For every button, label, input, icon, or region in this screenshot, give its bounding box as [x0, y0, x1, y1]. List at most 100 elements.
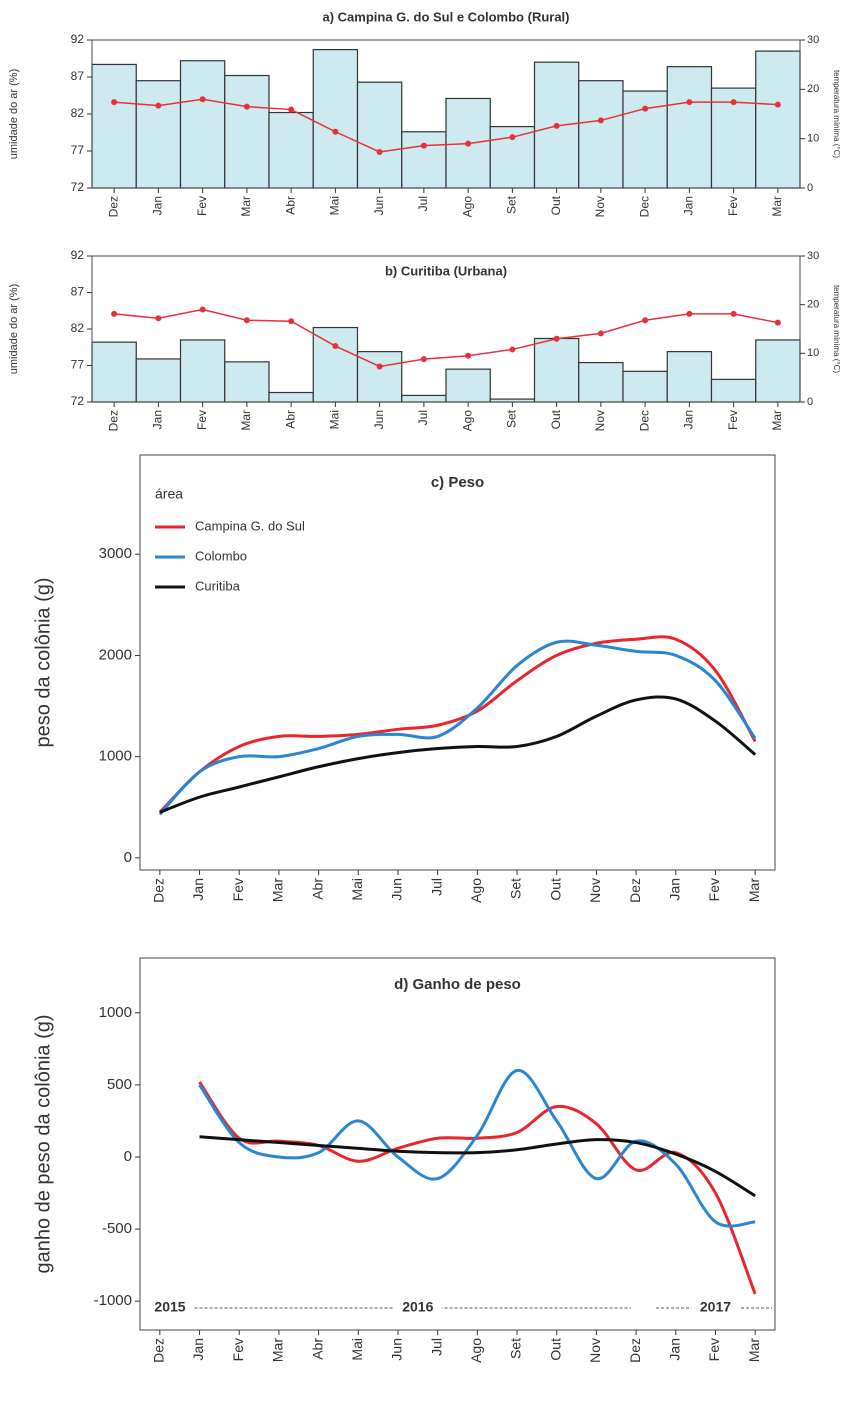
point: [243, 103, 250, 110]
year-bg: [691, 1299, 740, 1317]
x-tick-label: Set: [508, 1338, 524, 1359]
x-tick-label: Jul: [416, 410, 430, 425]
x-tick-label: Dez: [151, 878, 167, 903]
chart-title: c) Peso: [431, 474, 484, 491]
x-tick-label: Ago: [460, 410, 474, 432]
y-tick-label: -1000: [94, 1292, 132, 1309]
y-tick-label: 77: [71, 358, 85, 372]
y2-tick-label: 20: [807, 83, 819, 95]
x-tick-label: Fev: [706, 878, 722, 901]
point: [553, 335, 560, 342]
x-tick-label: Abr: [309, 1338, 325, 1360]
x-tick-label: Ago: [468, 878, 484, 903]
bar: [179, 339, 226, 403]
legend-label: Curitiba: [195, 578, 241, 593]
y-tick-label: 0: [124, 1148, 132, 1165]
bar: [91, 341, 137, 403]
point: [553, 122, 560, 129]
point: [332, 128, 339, 135]
point: [199, 96, 206, 103]
point: [420, 356, 427, 363]
point: [465, 352, 472, 359]
annotation: 2015: [154, 1299, 185, 1315]
y-tick-label: 500: [107, 1076, 132, 1093]
y-tick-label: 72: [71, 394, 85, 408]
x-tick-label: Fev: [195, 410, 209, 430]
bar: [312, 49, 359, 189]
x-tick-label: Jan: [682, 410, 696, 429]
bar: [356, 81, 403, 189]
bar: [666, 66, 713, 189]
x-tick-label: Out: [547, 878, 563, 901]
point: [465, 140, 472, 147]
y2-tick-label: 0: [807, 396, 813, 408]
y-axis-label: umidade do ar (%): [8, 69, 20, 160]
x-tick-label: Dec: [637, 410, 651, 431]
plot-frame: [91, 255, 801, 403]
point: [288, 318, 295, 325]
x-tick-label: Mar: [239, 410, 253, 431]
y2-tick-label: 30: [807, 34, 819, 46]
y-tick-label: 92: [71, 248, 85, 262]
point: [730, 99, 737, 106]
y-axis-label: ganho de peso da colônia (g): [32, 1014, 54, 1273]
bar: [622, 370, 668, 403]
x-tick-label: Out: [547, 1338, 563, 1361]
x-tick-label: Jan: [151, 410, 165, 429]
series-line: [159, 695, 757, 814]
point: [199, 306, 206, 313]
point: [774, 319, 781, 326]
series-line: [114, 98, 778, 153]
x-tick-label: Jan: [190, 878, 206, 901]
x-tick-label: Fev: [706, 1338, 722, 1361]
x-tick-label: Dez: [627, 1338, 643, 1363]
bar: [445, 368, 491, 403]
bar: [401, 394, 447, 403]
bar: [578, 361, 624, 403]
x-tick-label: Jan: [666, 878, 682, 901]
legend-label: Campina G. do Sul: [195, 518, 305, 533]
bar: [312, 326, 359, 403]
x-tick-label: Mai: [349, 878, 365, 901]
x-tick-label: Jun: [372, 196, 386, 215]
x-tick-label: Jul: [428, 1338, 444, 1356]
bar: [91, 63, 137, 189]
point: [597, 330, 604, 337]
year-bg: [393, 1299, 442, 1317]
x-tick-label: Mai: [349, 1338, 365, 1361]
series-line: [199, 1135, 756, 1198]
x-tick-label: Abr: [283, 196, 297, 215]
legend-label: Colombo: [195, 548, 247, 563]
y2-axis-label: temperatura mínima (°C): [832, 70, 841, 158]
bar: [401, 131, 447, 189]
x-tick-label: Abr: [283, 410, 297, 429]
point: [730, 310, 737, 317]
x-tick-label: Mar: [746, 878, 762, 902]
x-tick-label: Jul: [428, 878, 444, 896]
bar: [135, 80, 182, 189]
point: [288, 106, 295, 113]
x-tick-label: Mar: [746, 1338, 762, 1362]
bar: [578, 80, 624, 189]
bar: [224, 361, 270, 403]
point: [642, 105, 649, 112]
y-tick-label: 1000: [99, 1004, 132, 1021]
y-tick-label: 72: [71, 180, 85, 194]
chart-title: a) Campina G. do Sul e Colombo (Rural): [322, 9, 569, 24]
bar: [666, 351, 713, 403]
y2-axis-label: temperatura mínima (°C): [832, 285, 841, 373]
x-tick-label: Set: [505, 409, 519, 428]
x-tick-label: Fev: [230, 878, 246, 901]
x-tick-label: Mai: [328, 196, 342, 215]
y-tick-label: 1000: [99, 748, 132, 765]
bar: [755, 50, 801, 189]
point: [774, 101, 781, 108]
series-line: [158, 635, 757, 814]
x-tick-label: Mar: [270, 878, 286, 902]
y2-tick-label: 30: [807, 250, 819, 262]
x-tick-label: Mar: [239, 196, 253, 217]
year-bg: [146, 1299, 194, 1317]
x-tick-label: Jun: [372, 410, 386, 429]
x-tick-label: Dez: [151, 1338, 167, 1363]
x-tick-label: Ago: [460, 196, 474, 218]
